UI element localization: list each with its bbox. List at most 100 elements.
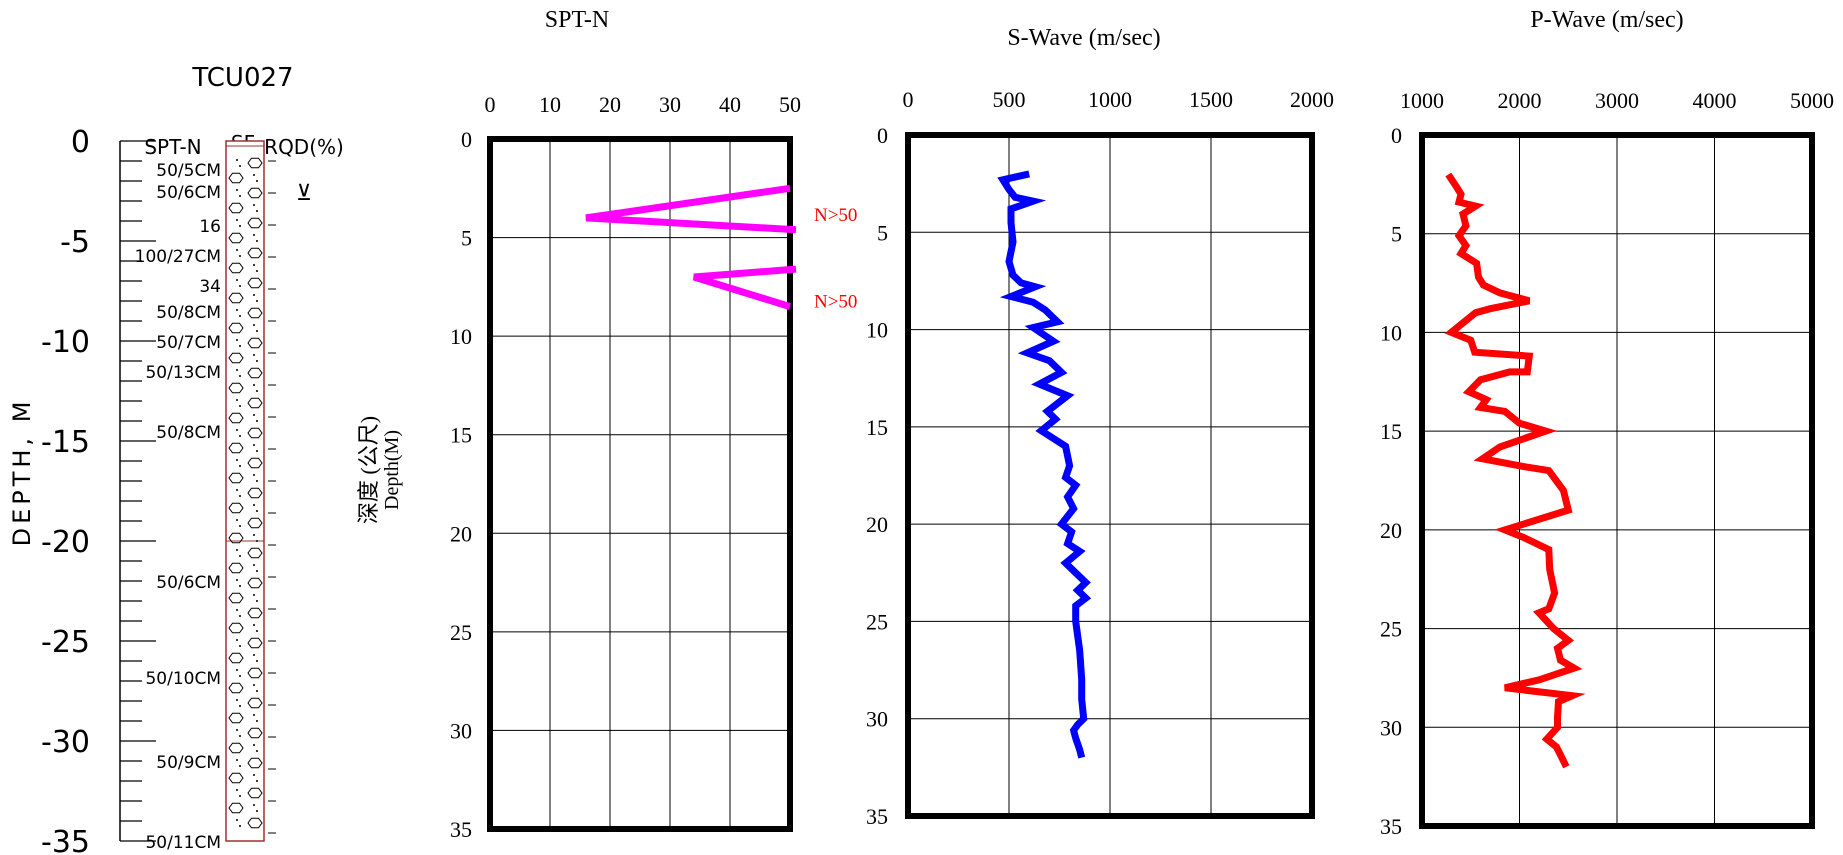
sand-dot [256, 570, 258, 572]
depth-tick-label: -35 [41, 825, 90, 855]
gravel-symbol [247, 337, 263, 349]
depth-tick-label: -15 [41, 425, 90, 460]
sand-dot [256, 180, 258, 182]
sand-dot [256, 810, 258, 812]
spt-n-value-label: 50/9CM [156, 753, 221, 773]
sand-dot [236, 369, 238, 371]
sand-dot [239, 705, 241, 707]
sand-dot [236, 639, 238, 641]
spt-n-value-label: 50/7CM [156, 333, 221, 353]
gravel-symbol [228, 262, 244, 274]
sand-dot [253, 654, 255, 656]
p-wave-x-tick-label: 5000 [1790, 88, 1834, 113]
sand-dot [236, 339, 238, 341]
p-wave-x-tick-label: 4000 [1693, 88, 1737, 113]
sand-dot [256, 780, 258, 782]
spt-n-x-tick-label: 40 [719, 92, 741, 117]
depth-tick-label: -25 [41, 625, 90, 660]
p-wave-x-tick-label: 3000 [1595, 88, 1639, 113]
spt-n-annotation: N>50 [814, 205, 857, 226]
sand-dot [256, 660, 258, 662]
gravel-symbol [247, 427, 263, 439]
gravel-symbol [247, 487, 263, 499]
sand-dot [236, 609, 238, 611]
sand-dot [239, 315, 241, 317]
s-wave-y-tick-label: 20 [866, 512, 888, 537]
sand-dot [256, 510, 258, 512]
spt-n-annotation: N>50 [814, 292, 857, 313]
spt-n-value-label: 100/27CM [135, 247, 221, 267]
gravel-symbol [247, 247, 263, 259]
depth-tick-label: -5 [60, 225, 90, 260]
p-wave-x-tick-label: 1000 [1400, 88, 1444, 113]
gravel-symbol [247, 637, 263, 649]
sand-dot [236, 729, 238, 731]
gravel-symbol [228, 172, 244, 184]
gravel-symbol [228, 802, 244, 814]
gravel-symbol [228, 412, 244, 424]
p-wave-series-line-1 [1444, 172, 1586, 769]
soil-column-frame [225, 140, 265, 842]
sand-dot [256, 270, 258, 272]
s-wave-x-tick-label: 2000 [1290, 87, 1334, 112]
spt-n-value-label: 50/8CM [156, 423, 221, 443]
sand-dot [253, 354, 255, 356]
gravel-symbol [247, 697, 263, 709]
gravel-symbol [247, 727, 263, 739]
sand-dot [256, 690, 258, 692]
sand-dot [239, 525, 241, 527]
sand-dot [256, 390, 258, 392]
gravel-symbol [247, 187, 263, 199]
s-wave-y-tick-label: 5 [877, 220, 888, 245]
sand-dot [239, 465, 241, 467]
sand-dot [253, 714, 255, 716]
p-wave-y-tick-label: 10 [1380, 320, 1402, 345]
spt-n-y-tick-label: 35 [450, 817, 472, 842]
p-wave-chart: P-Wave (m/sec) 1000 2000 3000 4000 5000 0 5 10 1… [1380, 7, 1834, 839]
sand-dot [236, 699, 238, 701]
sand-dot [239, 735, 241, 737]
sand-dot [236, 159, 238, 161]
sand-dot [253, 684, 255, 686]
gravel-symbol [247, 517, 263, 529]
spt-n-series-line-1 [585, 184, 797, 234]
sand-dot [239, 825, 241, 827]
depth-label-english: Depth(M) [381, 430, 403, 510]
sand-dot [236, 279, 238, 281]
sand-dot [256, 750, 258, 752]
gravel-symbol [228, 712, 244, 724]
spt-n-value-label: 50/11CM [145, 833, 221, 853]
p-wave-plot-frame [1419, 132, 1815, 829]
sand-dot [253, 594, 255, 596]
gravel-symbol [228, 772, 244, 784]
sand-dot [236, 489, 238, 491]
sand-dot [236, 429, 238, 431]
sand-dot [253, 324, 255, 326]
gravel-symbol [247, 787, 263, 799]
sand-dot [239, 765, 241, 767]
sand-dot [236, 399, 238, 401]
gravel-symbol [228, 532, 244, 544]
depth-axis-label: DEPTH, M [8, 398, 36, 547]
p-wave-y-tick-label: 5 [1391, 222, 1402, 247]
spt-n-value-label: 34 [199, 277, 221, 297]
sand-dot [253, 414, 255, 416]
spt-n-y-tick-label: 5 [461, 226, 472, 251]
spt-n-value-label: 50/6CM [156, 573, 221, 593]
sand-dot [256, 720, 258, 722]
s-wave-x-tick-label: 500 [993, 87, 1026, 112]
sand-dot [253, 774, 255, 776]
sand-dot [236, 459, 238, 461]
sand-dot [239, 405, 241, 407]
gravel-symbol [228, 292, 244, 304]
sand-dot [239, 615, 241, 617]
spt-n-plot-frame [487, 136, 793, 832]
gravel-symbol [247, 157, 263, 169]
p-wave-x-tick-label: 2000 [1498, 88, 1542, 113]
sand-dot [253, 624, 255, 626]
gravel-symbol [247, 307, 263, 319]
borehole-spt-labels: 50/5CM50/6CM16100/27CM3450/8CM50/7CM50/1… [135, 161, 221, 853]
sand-dot [239, 675, 241, 677]
spt-n-value-label: 50/10CM [145, 669, 221, 689]
sand-dot [239, 375, 241, 377]
